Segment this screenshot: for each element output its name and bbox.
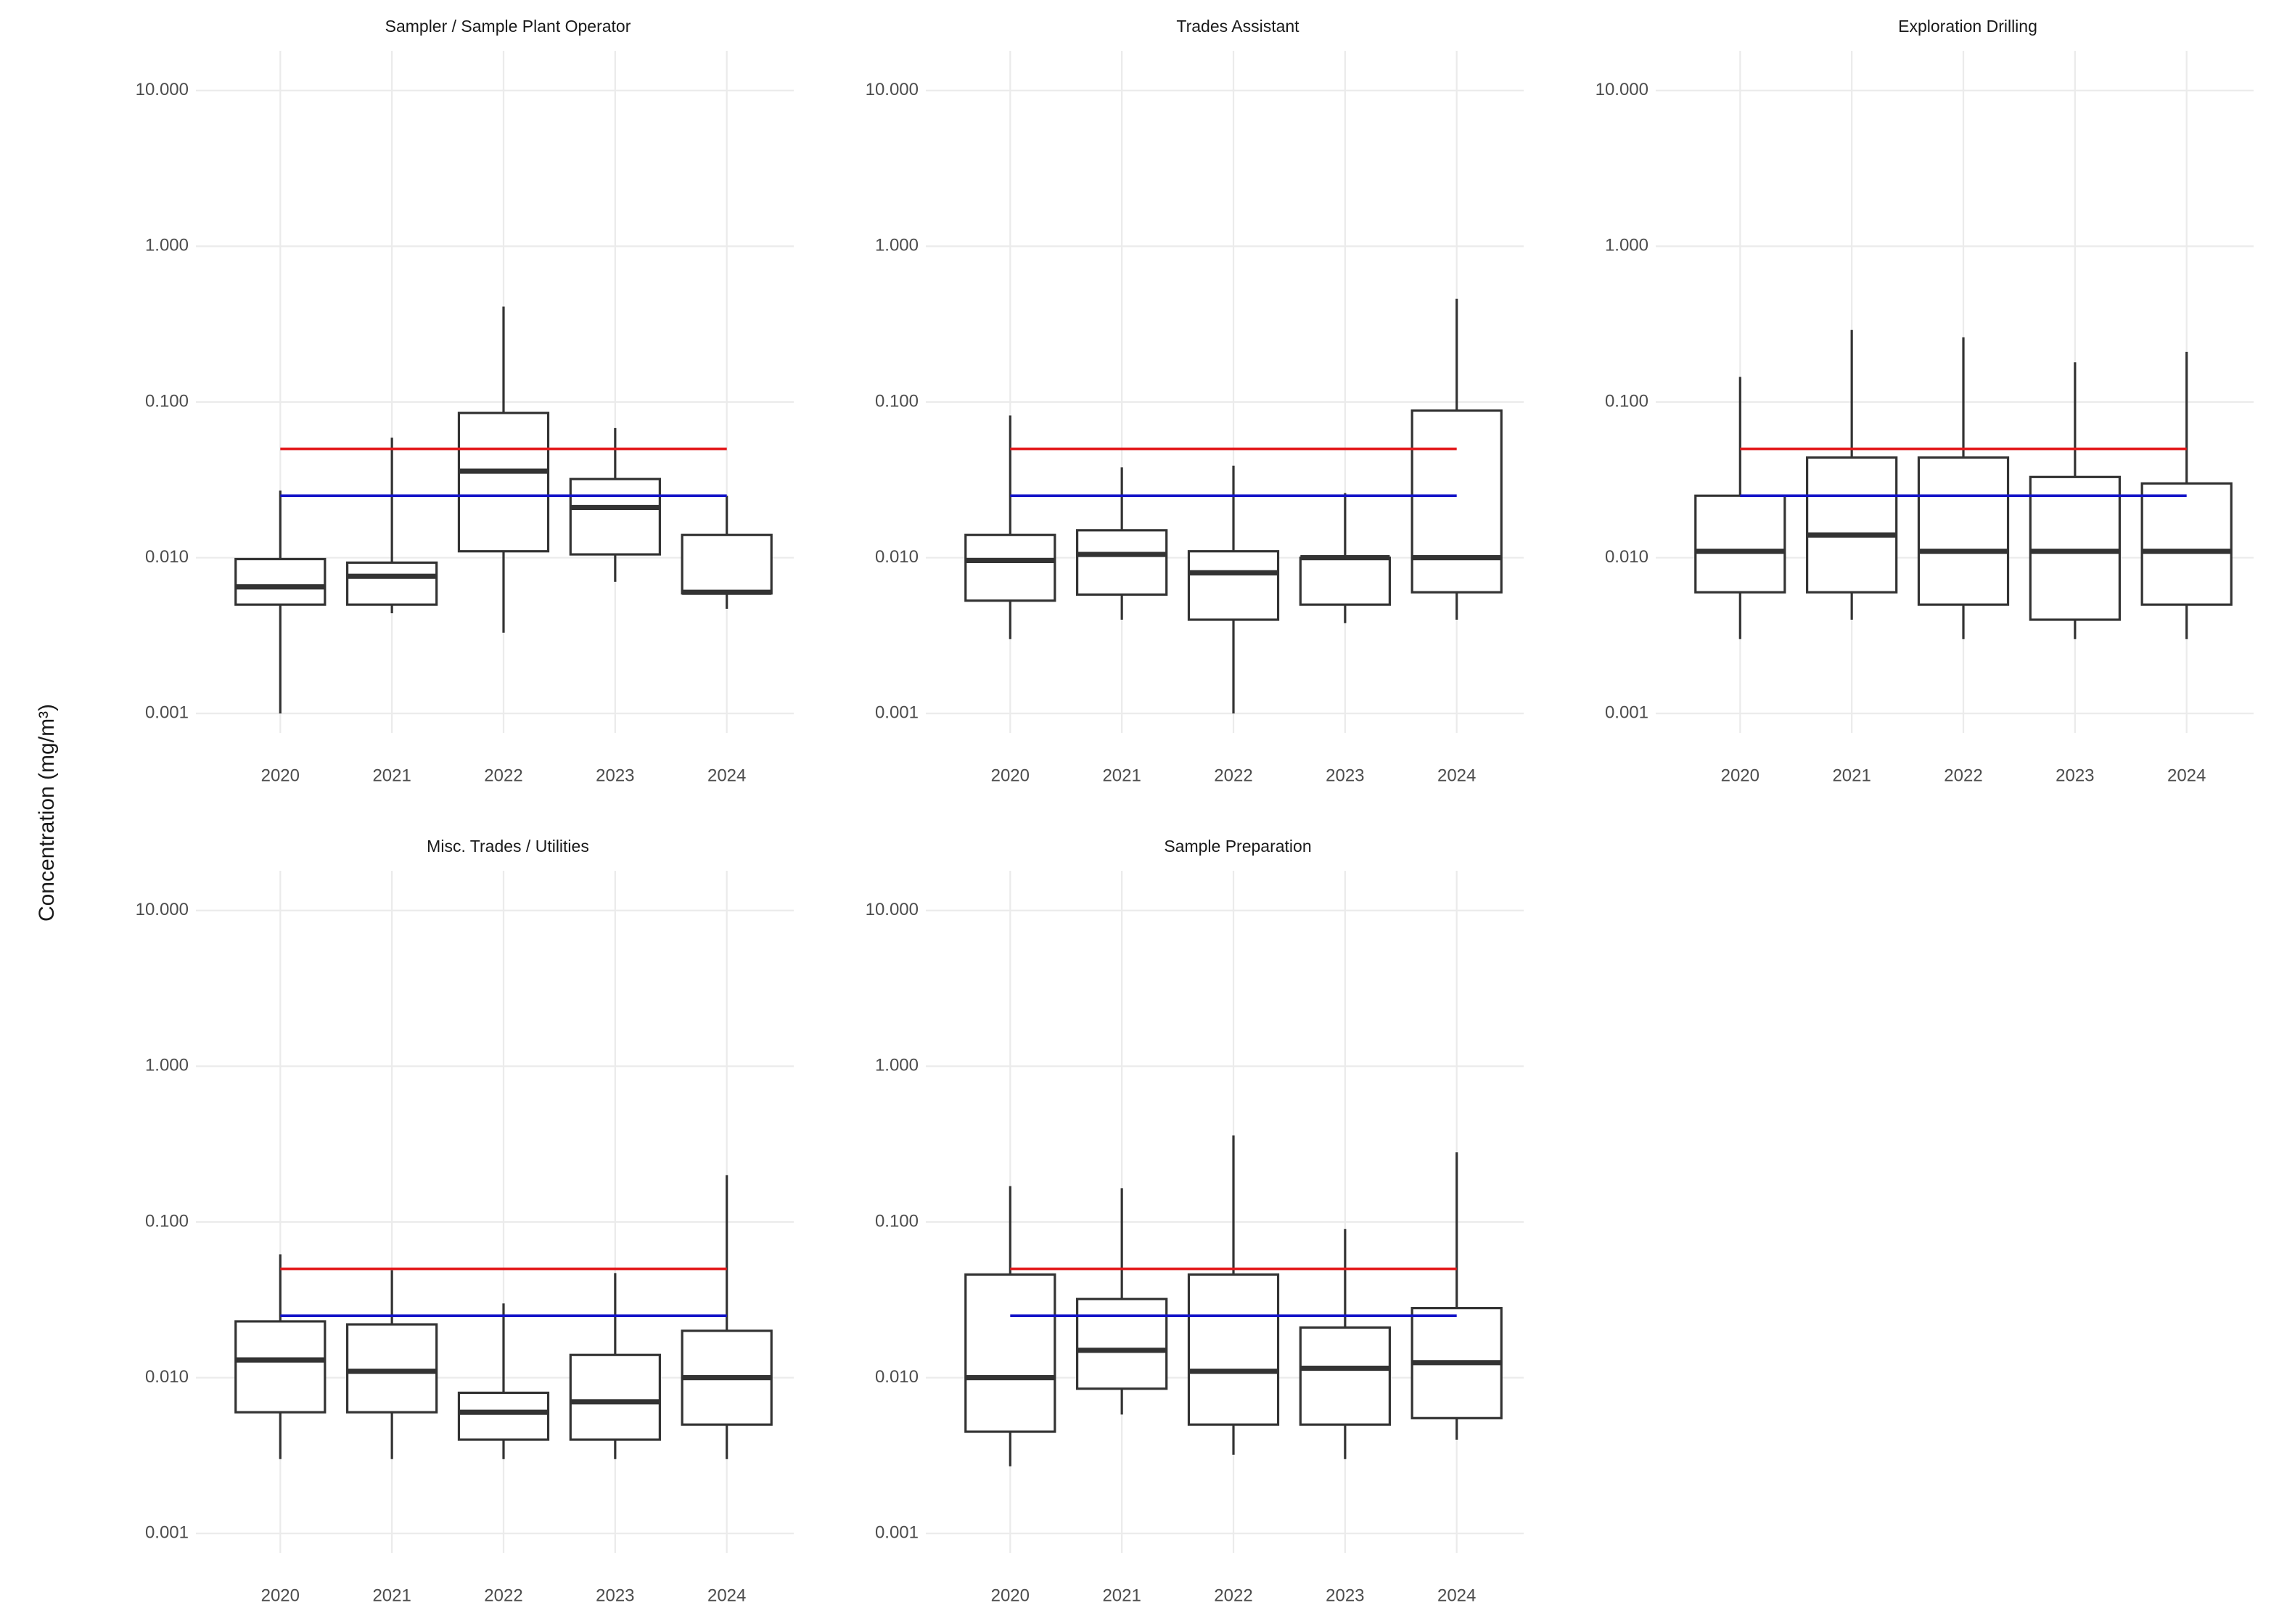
- y-tick-label: 0.001: [145, 1523, 189, 1543]
- y-tick-label: 10.000: [866, 80, 919, 99]
- box: [1187, 550, 1280, 621]
- y-tick-label: 0.010: [145, 547, 189, 567]
- y-tick-label: 1.000: [1605, 236, 1648, 255]
- x-tick-label: 2024: [1437, 766, 1476, 785]
- y-tick-label: 0.001: [875, 703, 919, 723]
- x-tick-label: 2024: [707, 1586, 746, 1605]
- box: [234, 1320, 327, 1414]
- x-tick-label: 2021: [1832, 766, 1871, 785]
- x-tick-label: 2023: [1326, 1586, 1364, 1605]
- y-tick-label: 0.100: [875, 1211, 919, 1231]
- box: [964, 533, 1056, 602]
- y-tick-label: 0.100: [145, 391, 189, 411]
- panel-title: Exploration Drilling: [1898, 17, 2037, 36]
- y-tick-label: 0.100: [1605, 391, 1648, 411]
- y-tick-label: 1.000: [145, 1056, 189, 1075]
- x-tick-label: 2021: [1102, 766, 1141, 785]
- panel-title: Sample Preparation: [1164, 837, 1311, 856]
- box: [2029, 475, 2121, 621]
- box: [1299, 556, 1391, 606]
- x-tick-label: 2020: [1721, 766, 1759, 785]
- x-tick-label: 2023: [2056, 766, 2094, 785]
- box: [1076, 529, 1168, 596]
- box: [681, 533, 773, 595]
- x-tick-label: 2022: [484, 766, 522, 785]
- x-tick-label: 2022: [1944, 766, 1982, 785]
- box: [1694, 494, 1786, 594]
- x-tick-label: 2020: [991, 766, 1030, 785]
- y-tick-label: 0.100: [145, 1211, 189, 1231]
- box: [346, 561, 438, 606]
- panel-title: Sampler / Sample Plant Operator: [385, 17, 631, 36]
- panel: Sample Preparation 0.001 0.010 0.100 1.000 10…: [866, 837, 1524, 1605]
- box: [964, 1273, 1056, 1433]
- y-tick-label: 0.001: [145, 703, 189, 723]
- box: [569, 477, 661, 556]
- x-tick-label: 2021: [372, 766, 411, 785]
- y-tick-label: 0.001: [1605, 703, 1648, 723]
- box: [1299, 1326, 1391, 1426]
- box: [1076, 1297, 1168, 1390]
- panel: Trades Assistant 0.001 0.010 0.100 1.000 10.0…: [866, 17, 1524, 785]
- x-tick-label: 2020: [261, 1586, 300, 1605]
- y-tick-label: 0.100: [875, 391, 919, 411]
- y-axis-label: Concentration (mg/m³): [35, 704, 59, 922]
- y-tick-label: 1.000: [875, 1056, 919, 1075]
- x-tick-label: 2023: [1326, 766, 1364, 785]
- box: [234, 557, 327, 606]
- panel: Sampler / Sample Plant Operator 0.001 0.01…: [136, 17, 794, 785]
- x-tick-label: 2022: [1214, 766, 1252, 785]
- x-tick-label: 2021: [372, 1586, 411, 1605]
- x-tick-label: 2023: [596, 1586, 634, 1605]
- y-tick-label: 10.000: [866, 900, 919, 919]
- panel-title: Trades Assistant: [1176, 17, 1299, 36]
- box: [1187, 1273, 1280, 1426]
- y-tick-label: 1.000: [875, 236, 919, 255]
- box: [569, 1353, 661, 1441]
- box: [1917, 456, 2010, 606]
- box: [2140, 482, 2233, 606]
- x-tick-label: 2020: [991, 1586, 1030, 1605]
- y-tick-label: 0.001: [875, 1523, 919, 1543]
- box: [457, 411, 550, 553]
- x-tick-label: 2024: [707, 766, 746, 785]
- x-tick-label: 2024: [1437, 1586, 1476, 1605]
- y-tick-label: 1.000: [145, 236, 189, 255]
- y-tick-label: 0.010: [875, 547, 919, 567]
- panel: Misc. Trades / Utilities 0.001 0.010 0.100 1…: [136, 837, 794, 1605]
- y-tick-label: 0.010: [145, 1367, 189, 1387]
- y-tick-label: 0.010: [1605, 547, 1648, 567]
- y-tick-label: 0.010: [875, 1367, 919, 1387]
- x-tick-label: 2022: [484, 1586, 522, 1605]
- x-tick-label: 2024: [2167, 766, 2206, 785]
- x-tick-label: 2022: [1214, 1586, 1252, 1605]
- box: [457, 1391, 550, 1441]
- box: [1410, 409, 1503, 594]
- box: [1806, 456, 1898, 594]
- box: [346, 1323, 438, 1414]
- y-tick-label: 10.000: [136, 80, 189, 99]
- y-tick-label: 10.000: [1596, 80, 1648, 99]
- x-tick-label: 2021: [1102, 1586, 1141, 1605]
- x-tick-label: 2020: [261, 766, 300, 785]
- y-tick-label: 10.000: [136, 900, 189, 919]
- panel: Exploration Drilling 0.001 0.010 0.100 1.000…: [1596, 17, 2254, 785]
- panel-title: Misc. Trades / Utilities: [427, 837, 589, 856]
- x-tick-label: 2023: [596, 766, 634, 785]
